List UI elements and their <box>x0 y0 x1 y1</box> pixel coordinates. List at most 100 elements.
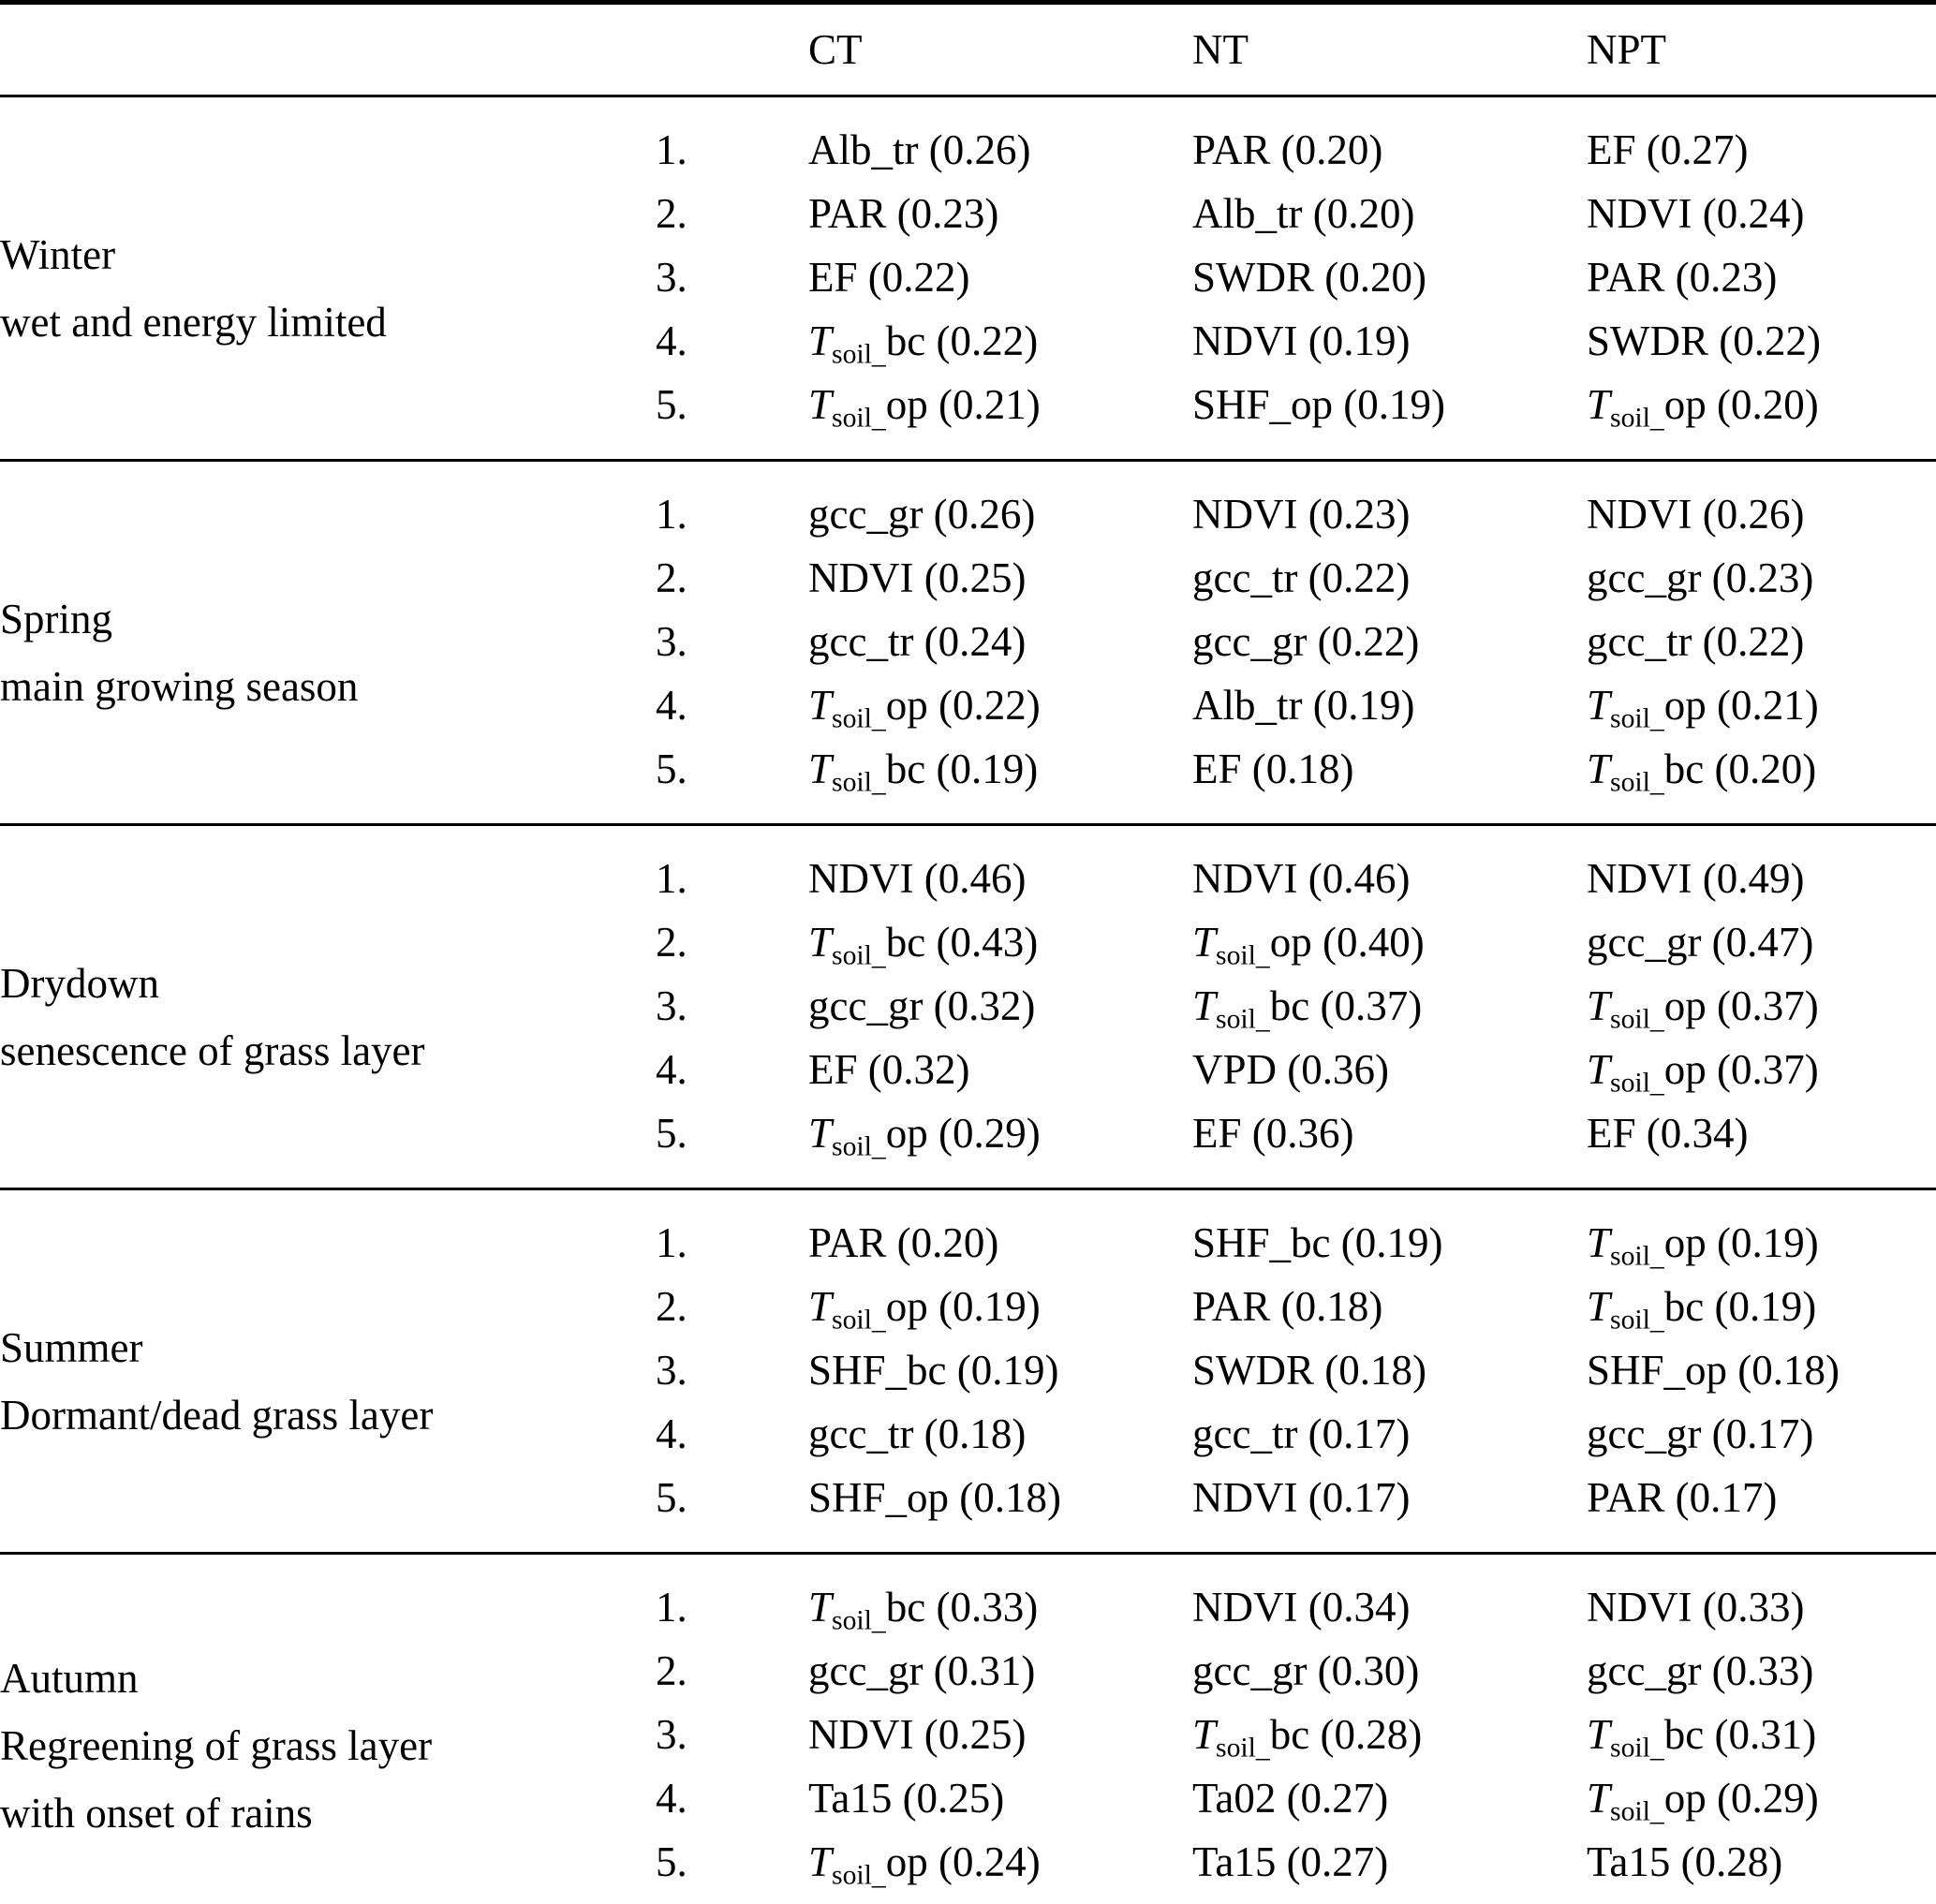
season-name: Drydown <box>0 960 159 1007</box>
table-row: 2. Tsoil_bc (0.43) Tsoil_op (0.40) gcc_gr (… <box>0 910 1936 974</box>
predictor-cell-ct: Tsoil_op (0.29) <box>808 1110 1041 1162</box>
rank-number: 4. <box>656 1410 687 1457</box>
predictor-cell-npt: gcc_gr (0.33) <box>1587 1647 1814 1694</box>
table-row: Summer Dormant/dead grass layer 1. PAR (0.2… <box>0 1189 1936 1439</box>
table-row: 4. Ta15 (0.25) Ta02 (0.27) Tsoil_op (0.29) <box>0 1766 1936 1830</box>
predictor-cell-nt: NDVI (0.19) <box>1192 317 1411 364</box>
predictor-cell-ct: gcc_tr (0.18) <box>808 1410 1027 1457</box>
rank-number: 2. <box>656 1283 687 1330</box>
predictor-cell-nt: gcc_tr (0.17) <box>1192 1410 1411 1457</box>
table-row: 4. Tsoil_bc (0.22) NDVI (0.19) SWDR (0.22) <box>0 309 1936 373</box>
predictor-cell-npt: SHF_op (0.18) <box>1587 1347 1840 1394</box>
predictor-cell-ct: NDVI (0.46) <box>808 855 1027 902</box>
predictor-cell-nt: PAR (0.18) <box>1192 1283 1383 1330</box>
predictor-cell-nt: Ta02 (0.27) <box>1192 1775 1389 1822</box>
season-label-cell: Summer Dormant/dead grass layer <box>0 1189 656 1554</box>
predictor-cell-ct: Tsoil_op (0.21) <box>808 381 1041 434</box>
rank-number: 5. <box>656 381 687 428</box>
table-row: 2. gcc_gr (0.31) gcc_gr (0.30) gcc_gr (0.33… <box>0 1639 1936 1703</box>
rank-number: 4. <box>656 1046 687 1093</box>
predictor-cell-nt: PAR (0.20) <box>1192 126 1383 173</box>
predictor-cell-ct: Ta15 (0.25) <box>808 1775 1005 1822</box>
predictor-cell-ct: Tsoil_bc (0.22) <box>808 317 1039 370</box>
rank-number: 5. <box>656 1110 687 1157</box>
predictor-cell-nt: Alb_tr (0.20) <box>1192 190 1415 237</box>
rank-number: 3. <box>656 618 687 665</box>
season-name: Summer <box>0 1324 143 1371</box>
predictor-cell-ct: gcc_gr (0.26) <box>808 491 1036 538</box>
predictor-cell-nt: gcc_gr (0.22) <box>1192 618 1420 665</box>
predictor-cell-npt: Tsoil_bc (0.19) <box>1587 1283 1817 1336</box>
season-section-spring: Spring main growing season 1. gcc_gr (0.26)… <box>0 460 1936 825</box>
season-description: senescence of grass layer <box>0 1027 425 1074</box>
rank-number: 4. <box>656 682 687 729</box>
table-row: 3. gcc_tr (0.24) gcc_gr (0.22) gcc_tr (0.22… <box>0 610 1936 673</box>
predictor-cell-npt: PAR (0.23) <box>1587 254 1778 301</box>
predictor-cell-ct: Tsoil_bc (0.43) <box>808 919 1039 971</box>
table-row: 2. PAR (0.23) Alb_tr (0.20) NDVI (0.24) <box>0 182 1936 245</box>
season-section-drydown: Drydown senescence of grass layer 1. NDVI (… <box>0 824 1936 1189</box>
season-section-summer: Summer Dormant/dead grass layer 1. PAR (0.2… <box>0 1188 1936 1554</box>
table-row: 5. SHF_op (0.18) NDVI (0.17) PAR (0.17) <box>0 1466 1936 1554</box>
predictor-cell-nt: EF (0.36) <box>1192 1110 1354 1157</box>
predictor-cell-nt: SHF_bc (0.19) <box>1192 1219 1443 1266</box>
predictor-cell-nt: NDVI (0.46) <box>1192 855 1411 902</box>
predictor-cell-ct: EF (0.32) <box>808 1046 970 1093</box>
table-row: 5. Tsoil_op (0.29) EF (0.36) EF (0.34) <box>0 1101 1936 1189</box>
table-row: Spring main growing season 1. gcc_gr (0.26)… <box>0 461 1936 710</box>
predictor-cell-ct: Tsoil_op (0.19) <box>808 1283 1041 1336</box>
col-header-npt: NPT <box>1587 2 1936 97</box>
table-row: Drydown senescence of grass layer 1. NDVI (… <box>0 825 1936 1074</box>
rank-number: 2. <box>656 554 687 601</box>
predictor-cell-nt: Tsoil_bc (0.28) <box>1192 1711 1423 1764</box>
season-name: Autumn <box>0 1655 139 1702</box>
rank-number: 3. <box>656 254 687 301</box>
predictor-cell-nt: Tsoil_bc (0.37) <box>1192 982 1423 1035</box>
season-description: with onset of rains <box>0 1790 313 1837</box>
rank-number: 5. <box>656 1838 687 1885</box>
predictor-cell-npt: Tsoil_op (0.19) <box>1587 1219 1819 1272</box>
rank-number: 5. <box>656 745 687 792</box>
rank-number: 1. <box>656 491 687 538</box>
rank-number: 4. <box>656 1775 687 1822</box>
predictor-cell-ct: PAR (0.23) <box>808 190 999 237</box>
predictor-cell-ct: NDVI (0.25) <box>808 554 1027 601</box>
season-description: main growing season <box>0 663 359 710</box>
predictor-cell-ct: gcc_gr (0.32) <box>808 982 1036 1029</box>
rank-number: 4. <box>656 317 687 364</box>
predictor-cell-ct: Tsoil_bc (0.19) <box>808 745 1039 798</box>
table-row: 4. EF (0.32) VPD (0.36) Tsoil_op (0.37) <box>0 1038 1936 1101</box>
predictor-cell-nt: VPD (0.36) <box>1192 1046 1389 1093</box>
predictor-cell-npt: NDVI (0.24) <box>1587 190 1805 237</box>
predictor-cell-npt: Tsoil_op (0.37) <box>1587 1046 1819 1099</box>
rank-number: 3. <box>656 982 687 1029</box>
table-row: 3. EF (0.22) SWDR (0.20) PAR (0.23) <box>0 245 1936 309</box>
rank-number: 5. <box>656 1474 687 1521</box>
predictor-cell-nt: SWDR (0.18) <box>1192 1347 1426 1394</box>
predictor-cell-ct: gcc_tr (0.24) <box>808 618 1027 665</box>
table-row: 5. Tsoil_op (0.21) SHF_op (0.19) Tsoil_op (… <box>0 373 1936 461</box>
table-row: 3. gcc_gr (0.32) Tsoil_bc (0.37) Tsoil_op (… <box>0 974 1936 1038</box>
predictor-cell-ct: EF (0.22) <box>808 254 970 301</box>
table-row: 2. NDVI (0.25) gcc_tr (0.22) gcc_gr (0.23) <box>0 546 1936 610</box>
predictor-cell-npt: Tsoil_op (0.20) <box>1587 381 1819 434</box>
table-row: 5. Tsoil_op (0.24) Ta15 (0.27) Ta15 (0.28) <box>0 1830 1936 1904</box>
season-section-winter: Winter wet and energy limited 1. Alb_tr (0.… <box>0 96 1936 461</box>
predictor-cell-nt: gcc_tr (0.22) <box>1192 554 1411 601</box>
season-label-cell: Spring main growing season <box>0 461 656 825</box>
table-row: Autumn Regreening of grass layer with onse… <box>0 1554 1936 1837</box>
predictor-cell-npt: SWDR (0.22) <box>1587 317 1821 364</box>
header-row: CT NT NPT <box>0 2 1936 97</box>
table-row: 4. Tsoil_op (0.22) Alb_tr (0.19) Tsoil_op (… <box>0 673 1936 737</box>
predictor-cell-nt: NDVI (0.34) <box>1192 1584 1411 1631</box>
predictor-cell-npt: NDVI (0.33) <box>1587 1584 1805 1631</box>
predictor-cell-npt: gcc_gr (0.23) <box>1587 554 1814 601</box>
predictor-cell-ct: SHF_op (0.18) <box>808 1474 1062 1521</box>
rank-number: 2. <box>656 919 687 966</box>
predictor-cell-nt: NDVI (0.17) <box>1192 1474 1411 1521</box>
predictor-cell-npt: EF (0.27) <box>1587 126 1749 173</box>
rank-number: 1. <box>656 855 687 902</box>
predictor-cell-npt: NDVI (0.49) <box>1587 855 1805 902</box>
predictor-cell-npt: Tsoil_bc (0.20) <box>1587 745 1817 798</box>
